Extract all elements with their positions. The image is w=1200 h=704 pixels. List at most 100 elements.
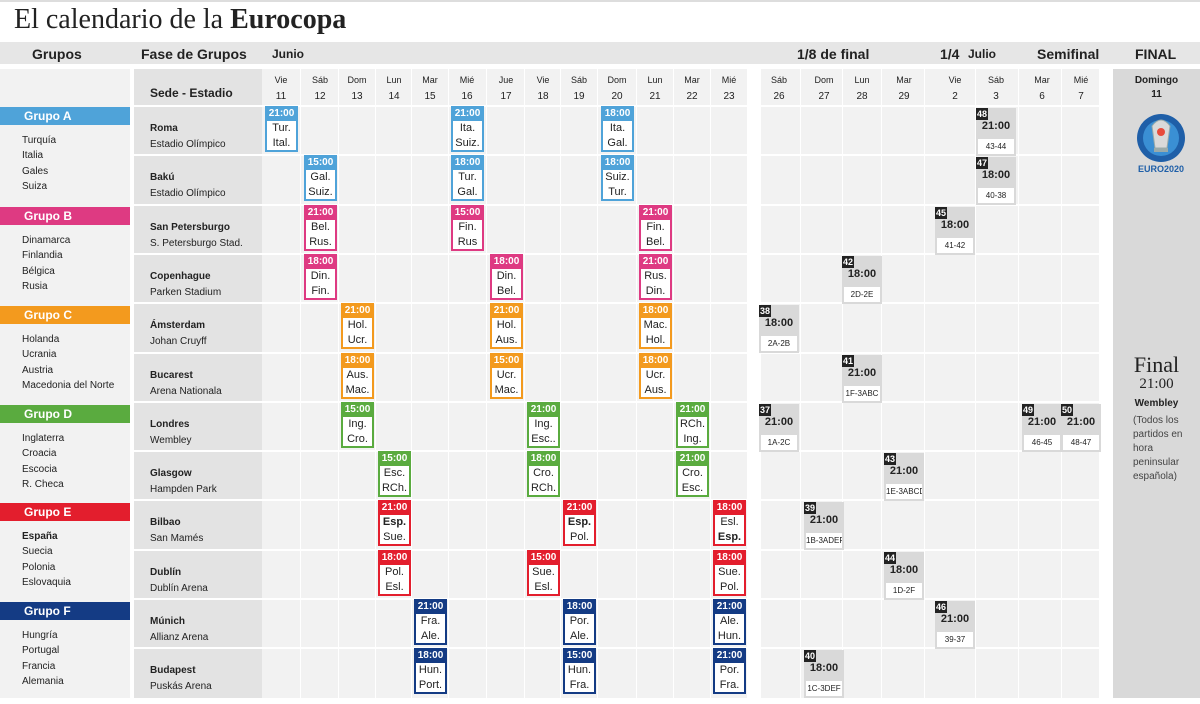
match-card[interactable]: 18:00 Por. Ale. [563,599,596,645]
knockout-match[interactable]: 38 18:00 2A-2B [759,305,799,354]
match-team-home: Ing. [348,417,367,430]
match-card[interactable]: 15:00 Gal. Suiz. [304,155,337,202]
match-card[interactable]: 21:00 Cro. Esc. [676,451,709,498]
venue-city: Budapest [150,665,196,677]
final-date: Domingo 11 [1134,75,1179,100]
match-team-home: Cro. [533,467,554,480]
match-team-home: Sue. [532,565,555,578]
match-card[interactable]: 15:00 Ing. Cro. [341,401,374,448]
match-card[interactable]: 15:00 Hun. Fra. [563,648,596,695]
match-card[interactable]: 18:00 Pol. Esl. [378,549,411,596]
match-card[interactable]: 18:00 Cro. RCh. [527,451,560,498]
row-divider [262,598,1113,600]
match-card[interactable]: 18:00 Din. Fin. [304,253,337,300]
match-team-away: Fin. [311,284,330,297]
match-time: 18:00 [889,563,919,576]
match-team-away: Ale. [421,630,440,642]
knockout-match[interactable]: 50 21:00 48-47 [1061,403,1101,452]
match-time: 18:00 [565,600,594,614]
knockout-match[interactable]: 42 18:00 2D-2E [842,255,882,304]
team-name: Escocia [22,463,58,475]
venue-city: Londres [150,418,190,430]
team-name: Alemania [22,675,64,687]
header-grupos: Grupos [32,46,82,62]
match-team-home: Suiz. [605,171,630,184]
match-card[interactable]: 21:00 Por. Fra. [713,648,746,695]
row-divider [262,352,1113,354]
match-card[interactable]: 21:00 Ita. Suiz. [451,106,484,152]
match-team-home: Din. [310,269,331,282]
day-column [412,69,448,698]
knockout-match[interactable]: 46 21:00 39-37 [935,601,975,649]
knockout-match[interactable]: 39 21:00 1B-3ADEF [804,502,844,551]
match-card[interactable]: 18:00 Ucr. Aus. [639,352,672,399]
match-card[interactable]: 21:00 Ing. Esc.. [527,401,560,448]
match-card[interactable]: 18:00 Mac. Hol. [639,303,672,350]
team-name: Suiza [22,180,48,192]
match-card[interactable]: 21:00 Fra. Ale. [414,599,447,645]
match-card[interactable]: 18:00 Hun. Port. [414,648,447,695]
match-card[interactable]: 21:00 Bel. Rus. [304,204,337,251]
match-card[interactable]: 21:00 Hol. Aus. [490,303,523,350]
match-card[interactable]: 18:00 Ita. Gal. [601,106,634,152]
match-time: 21:00 [809,514,839,527]
row-divider [134,105,262,107]
match-card[interactable]: 18:00 Din. Bel. [490,253,523,300]
match-team-away: Gal. [607,137,628,149]
knockout-match[interactable]: 49 21:00 46-45 [1022,403,1062,452]
team-name: Suecia [22,546,53,558]
match-card[interactable]: 18:00 Suiz. Tur. [601,155,634,202]
knockout-match[interactable]: 44 18:00 1D-2F [884,551,924,600]
match-card[interactable]: 18:00 Sue. Pol. [713,549,746,596]
match-card[interactable]: 18:00 Aus. Mac. [341,352,374,399]
match-team-away: Hol. [645,334,666,347]
match-team-home: Gal. [310,171,331,184]
match-team-away: Esl. [534,580,553,593]
knockout-match[interactable]: 45 18:00 41-42 [935,206,975,255]
row-divider [262,154,1113,156]
match-card[interactable]: 21:00 Fin. Bel. [639,204,672,251]
match-card[interactable]: 21:00 Esp. Pol. [563,500,596,547]
sede-header: Sede - Estadio [150,86,233,100]
match-team-away: Gal. [457,186,478,199]
knockout-match[interactable]: 41 21:00 1F-3ABC [842,354,882,403]
knockout-match[interactable]: 47 18:00 40-38 [976,157,1016,206]
match-pairing: 43-44 [978,139,1014,154]
match-number: 43 [884,453,897,466]
match-card[interactable]: 21:00 Tur. Ital. [265,106,298,152]
match-card[interactable]: 15:00 Sue. Esl. [527,549,560,596]
row-divider [262,647,1113,649]
euro2020-logo-icon: EURO2020 [1137,114,1185,174]
match-card[interactable]: 18:00 Tur. Gal. [451,155,484,202]
match-card[interactable]: 21:00 Esp. Sue. [378,500,411,547]
match-pairing: 2A-2B [761,336,797,352]
match-time: 21:00 [641,254,670,269]
knockout-match[interactable]: 43 21:00 1E-3ABCD [884,453,924,502]
match-time: 21:00 [678,402,707,417]
match-card[interactable]: 21:00 Rus. Din. [639,253,672,300]
venue-stadium: Allianz Arena [150,632,209,643]
match-team-away: Esl. [385,580,404,593]
match-team-home: Ale. [720,615,739,627]
team-name: Holanda [22,334,60,345]
match-card[interactable]: 21:00 RCh. Ing. [676,401,709,448]
match-card[interactable]: 15:00 Fin. Rus [451,204,484,251]
day-header: Lun 14 [386,75,402,102]
match-time: 15:00 [492,353,521,368]
match-time: 15:00 [380,452,409,467]
match-team-away: Port. [418,679,443,692]
match-card[interactable]: 21:00 Hol. Ucr. [341,303,374,350]
knockout-match[interactable]: 40 18:00 1C-3DEF [804,650,844,699]
knockout-match[interactable]: 48 21:00 43-44 [976,108,1016,156]
match-card[interactable]: 18:00 Esl. Esp. [713,500,746,547]
match-card[interactable]: 15:00 Esc. RCh. [378,451,411,498]
team-name: Inglaterra [22,433,65,444]
match-time: 18:00 [641,353,670,368]
match-card[interactable]: 15:00 Ucr. Mac. [490,352,523,399]
team-name: Italia [22,150,44,162]
match-card[interactable]: 21:00 Ale. Hun. [713,599,746,645]
match-time: 15:00 [565,649,594,664]
knockout-match[interactable]: 37 21:00 1A-2C [759,403,799,452]
day-column [1062,69,1099,698]
match-time: 21:00 [492,304,521,319]
